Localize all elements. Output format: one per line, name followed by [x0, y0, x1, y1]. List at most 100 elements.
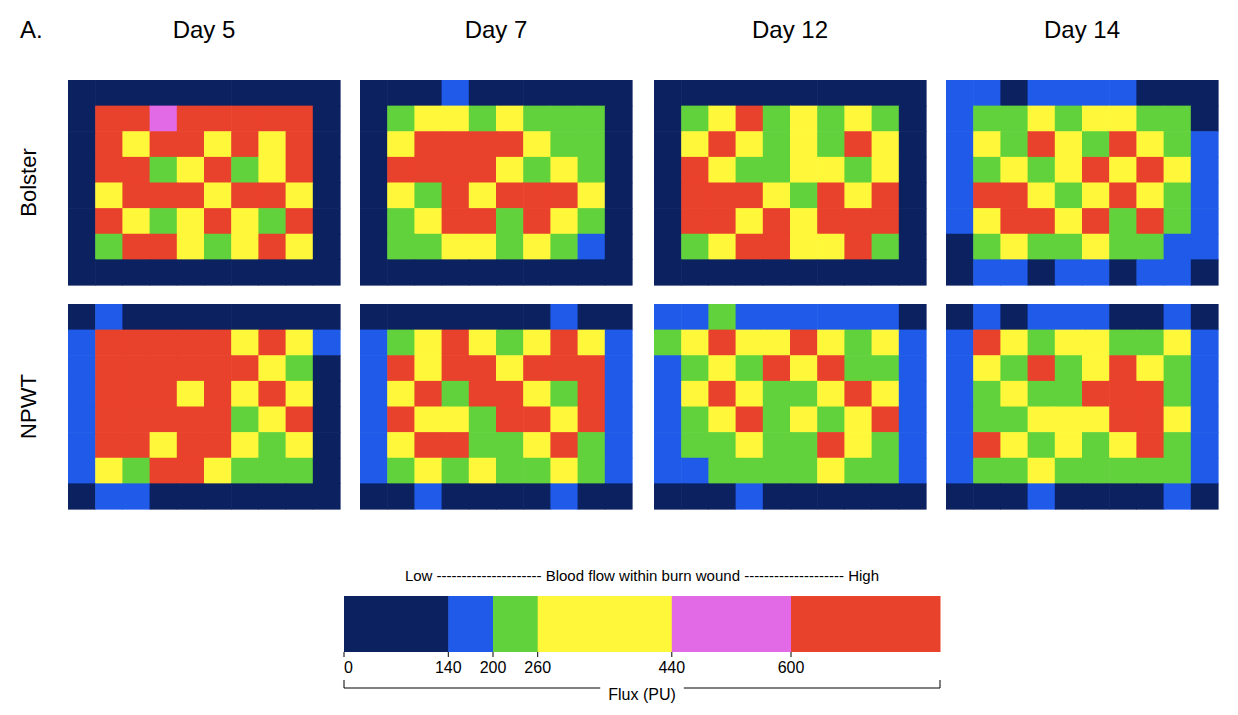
heat-cell — [523, 407, 551, 433]
heat-cell — [1136, 131, 1164, 157]
heat-cell — [899, 304, 927, 330]
heat-cell — [946, 355, 974, 381]
heat-cell — [469, 131, 497, 157]
heat-cell — [1028, 234, 1056, 260]
heat-cell — [872, 234, 900, 260]
heat-cell — [872, 355, 900, 381]
heat-cell — [523, 330, 551, 356]
heat-cell — [1028, 458, 1056, 484]
heat-cell — [946, 183, 974, 209]
heat-cell — [790, 80, 818, 106]
heat-cell — [523, 106, 551, 132]
colorbar-tick-label: 140 — [435, 659, 462, 676]
heat-cell — [946, 234, 974, 260]
heat-cell — [1164, 381, 1192, 407]
heat-cell — [204, 432, 232, 458]
heat-cell — [286, 432, 314, 458]
heat-cell — [387, 183, 415, 209]
heat-cell — [231, 183, 259, 209]
heat-cell — [605, 355, 633, 381]
heat-cell — [1000, 304, 1028, 330]
heat-cell — [844, 208, 872, 234]
heat-cell — [973, 208, 1001, 234]
heat-cell — [1136, 483, 1164, 509]
heat-cell — [95, 131, 123, 157]
heat-cell — [258, 458, 286, 484]
heat-cell — [313, 483, 341, 509]
heat-cell — [177, 208, 205, 234]
heat-cell — [523, 483, 551, 509]
heat-cell — [387, 131, 415, 157]
heat-cell — [708, 458, 736, 484]
heat-cell — [1028, 304, 1056, 330]
heat-cell — [1191, 80, 1219, 106]
heat-cell — [442, 483, 470, 509]
heatmap-panel — [946, 80, 1219, 286]
heat-cell — [736, 259, 764, 285]
heat-cell — [177, 355, 205, 381]
heat-cell — [1000, 330, 1028, 356]
heat-cell — [286, 183, 314, 209]
column-header: Day 14 — [1044, 16, 1120, 43]
heat-cell — [1000, 157, 1028, 183]
heat-cell — [817, 80, 845, 106]
heat-cell — [360, 183, 388, 209]
heat-cell — [681, 80, 709, 106]
heat-cell — [387, 355, 415, 381]
heat-cell — [1191, 131, 1219, 157]
heat-cell — [469, 483, 497, 509]
heat-cell — [496, 80, 524, 106]
heat-cell — [973, 330, 1001, 356]
heat-cell — [946, 381, 974, 407]
heat-cell — [68, 183, 96, 209]
heat-cell — [360, 208, 388, 234]
heat-cell — [1055, 80, 1083, 106]
heat-cell — [150, 259, 178, 285]
heat-cell — [844, 234, 872, 260]
heat-cell — [844, 80, 872, 106]
heat-cell — [1164, 208, 1192, 234]
heat-cell — [899, 131, 927, 157]
heat-cell — [550, 234, 578, 260]
heat-cell — [605, 432, 633, 458]
heat-cell — [95, 208, 123, 234]
heat-cell — [177, 458, 205, 484]
heat-cell — [872, 157, 900, 183]
heat-cell — [817, 330, 845, 356]
heat-cell — [122, 157, 150, 183]
heat-cell — [550, 183, 578, 209]
colorbar-segment — [791, 596, 941, 652]
heat-cell — [605, 234, 633, 260]
heat-cell — [523, 259, 551, 285]
heat-cell — [973, 259, 1001, 285]
heat-cell — [844, 259, 872, 285]
heat-cell — [231, 304, 259, 330]
heat-cell — [68, 208, 96, 234]
heat-cell — [177, 432, 205, 458]
heat-cell — [258, 259, 286, 285]
heat-cell — [258, 483, 286, 509]
heat-cell — [1136, 80, 1164, 106]
heat-cell — [973, 131, 1001, 157]
heat-cell — [654, 304, 682, 330]
heat-cell — [204, 355, 232, 381]
heat-cell — [204, 157, 232, 183]
heat-cell — [1028, 183, 1056, 209]
heat-cell — [1164, 234, 1192, 260]
heat-cell — [899, 483, 927, 509]
heat-cell — [1000, 131, 1028, 157]
heat-cell — [1055, 458, 1083, 484]
heat-cell — [736, 80, 764, 106]
heat-cell — [844, 330, 872, 356]
heat-cell — [605, 381, 633, 407]
heat-cell — [1191, 432, 1219, 458]
heat-cell — [1082, 355, 1110, 381]
heat-cell — [469, 157, 497, 183]
heat-cell — [817, 259, 845, 285]
heat-cell — [442, 432, 470, 458]
heat-cell — [496, 183, 524, 209]
heat-cell — [1055, 131, 1083, 157]
heat-cell — [899, 355, 927, 381]
heat-cell — [177, 157, 205, 183]
heat-cell — [442, 183, 470, 209]
